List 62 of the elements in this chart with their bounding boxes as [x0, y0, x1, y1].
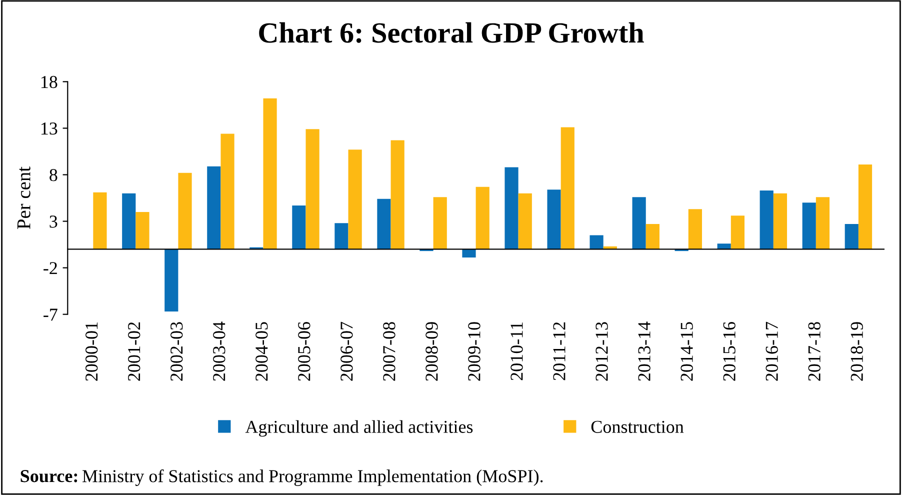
bar	[93, 192, 107, 250]
y-tick-label: -7	[44, 308, 58, 321]
legend-label: Construction	[591, 420, 684, 433]
y-tick-label: 3	[50, 216, 58, 228]
bar	[858, 164, 872, 250]
bar	[476, 186, 490, 250]
x-tick-label: 2009-10	[468, 322, 480, 381]
x-tick-label: 2015-16	[723, 322, 736, 381]
bar	[136, 212, 150, 250]
bar	[164, 249, 178, 312]
y-tick-label: 13	[41, 122, 58, 135]
bar	[178, 172, 192, 250]
y-axis-title: Per cent	[17, 166, 30, 230]
bar	[122, 193, 136, 250]
x-tick-label: 2006-07	[340, 322, 353, 381]
x-tick-label: 2003-04	[213, 322, 226, 381]
bar	[816, 197, 830, 250]
bar	[646, 224, 660, 250]
bar	[334, 223, 348, 250]
x-tick-label: 2007-08	[383, 322, 396, 381]
bar	[844, 224, 858, 250]
x-tick-label: 2016-17	[766, 322, 778, 381]
x-tick-label: 2008-09	[426, 322, 438, 381]
y-tick-label: 8	[50, 168, 58, 182]
x-tick-label: 2012-13	[596, 322, 608, 381]
x-tick-label: 2011-12	[553, 322, 566, 380]
x-tick-label: 2002-03	[170, 322, 183, 381]
bar	[390, 140, 404, 250]
bar	[760, 190, 774, 250]
x-tick-label: 2013-14	[638, 322, 650, 381]
bar	[462, 249, 476, 258]
chart-title: Chart 6: Sectoral GDP Growth	[259, 22, 644, 43]
y-tick-label: -2	[44, 262, 57, 274]
bar	[632, 197, 646, 250]
bar	[773, 193, 788, 250]
bar	[348, 150, 362, 250]
bar	[547, 190, 561, 250]
bar	[263, 98, 277, 250]
bar	[518, 193, 532, 250]
x-tick-label: 2005-06	[298, 322, 310, 381]
x-tick-label: 2014-15	[680, 322, 693, 381]
bar	[207, 166, 221, 250]
x-tick-label: 2018-19	[850, 322, 863, 381]
bar	[504, 167, 518, 250]
bar	[688, 209, 702, 250]
x-tick-label: 2017-18	[808, 322, 820, 381]
bar	[730, 216, 745, 250]
bar	[292, 205, 306, 250]
x-tick-label: 2001-02	[128, 322, 140, 381]
bar	[560, 127, 574, 250]
bar	[433, 197, 447, 250]
bar	[377, 198, 391, 250]
x-tick-label: 2004-05	[256, 322, 268, 381]
y-tick-label: 18	[41, 76, 58, 88]
legend-label: Agriculture and allied activities	[245, 420, 473, 437]
x-tick-label: 2010-11	[510, 322, 523, 380]
source-note: Source: Ministry of Statistics and Programme Implementation (MoSPI).	[20, 469, 543, 486]
bar	[590, 235, 604, 250]
bar	[802, 202, 816, 250]
x-tick-label: 2000-01	[85, 322, 98, 381]
bar	[306, 129, 320, 250]
bar	[220, 134, 234, 250]
